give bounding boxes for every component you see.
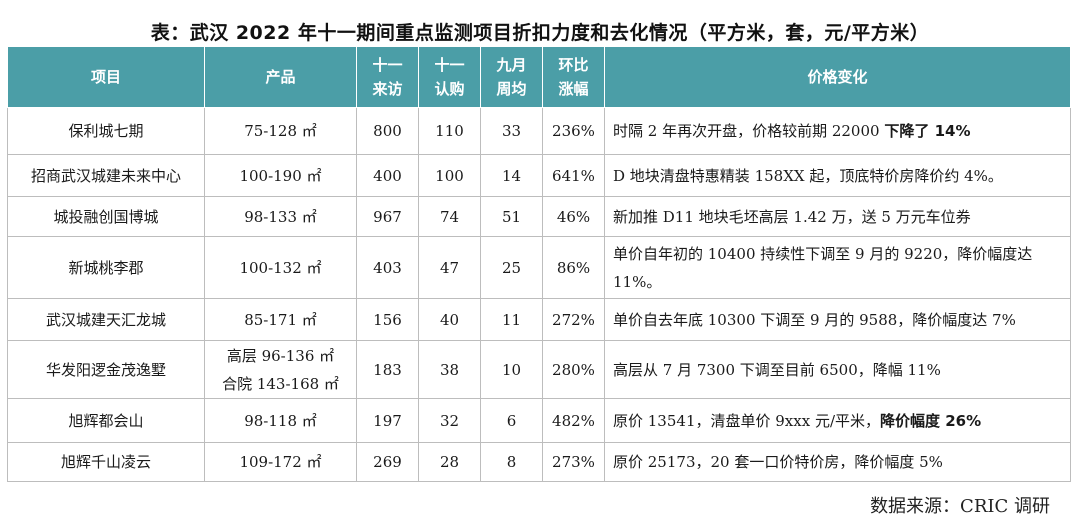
cell-product: 100-132 ㎡ [204, 236, 357, 299]
cell-visits: 156 [356, 298, 419, 341]
table-row: 旭辉都会山 98-118 ㎡ 197 32 6 482% 原价 13541，清盘单价 9xx… [7, 398, 1071, 443]
cell-product: 98-118 ㎡ [204, 398, 357, 443]
product-line: 75-128 ㎡ [244, 122, 317, 140]
cell-product: 100-190 ㎡ [204, 154, 357, 197]
cell-mom: 273% [542, 442, 605, 482]
cell-sept-weekly: 14 [480, 154, 543, 197]
cell-subscriptions: 40 [418, 298, 481, 341]
header-project: 项目 [7, 46, 205, 108]
cell-mom: 482% [542, 398, 605, 443]
cell-sept-weekly: 33 [480, 107, 543, 155]
cell-project: 城投融创国博城 [7, 196, 205, 237]
header-sept-weekly: 九月 周均 [480, 46, 543, 108]
cell-project: 武汉城建天汇龙城 [7, 298, 205, 341]
cell-project: 旭辉都会山 [7, 398, 205, 443]
price-change-highlight: 下降了 14% [884, 122, 971, 140]
cell-subscriptions: 74 [418, 196, 481, 237]
cell-sept-weekly: 25 [480, 236, 543, 299]
cell-visits: 800 [356, 107, 419, 155]
data-source: 数据来源：CRIC 调研 [870, 496, 1050, 517]
product-line: 合院 143-168 ㎡ [222, 374, 339, 393]
cell-sept-weekly: 51 [480, 196, 543, 237]
table-row: 城投融创国博城 98-133 ㎡ 967 74 51 46% 新加推 D11 地块毛坯高层 … [7, 196, 1071, 237]
price-change-text: 新加推 D11 地块毛坯高层 1.42 万，送 5 万元车位券 [613, 207, 971, 226]
cell-mom: 46% [542, 196, 605, 237]
cell-subscriptions: 100 [418, 154, 481, 197]
table-row: 武汉城建天汇龙城 85-171 ㎡ 156 40 11 272% 单价自去年底 10300 … [7, 298, 1071, 341]
cell-visits: 403 [356, 236, 419, 299]
cell-visits: 400 [356, 154, 419, 197]
cell-project: 保利城七期 [7, 107, 205, 155]
price-change-text: 原价 13541，清盘单价 9xxx 元/平米， [613, 411, 880, 430]
cell-subscriptions: 32 [418, 398, 481, 443]
header-subscriptions: 十一 认购 [418, 46, 481, 108]
price-change-text: 高层从 7 月 7300 下调至目前 6500，降幅 11% [613, 360, 941, 379]
price-change-text: 时隔 2 年再次开盘，价格较前期 22000 [613, 122, 885, 140]
cell-mom: 272% [542, 298, 605, 341]
header-visits: 十一 来访 [356, 46, 419, 108]
cell-subscriptions: 47 [418, 236, 481, 299]
header-product: 产品 [204, 46, 357, 108]
cell-project: 招商武汉城建未来中心 [7, 154, 205, 197]
table-row: 保利城七期 75-128 ㎡ 800 110 33 236% 时隔 2 年再次开盘，价格较前… [7, 107, 1071, 155]
price-change-text: 单价自年初的 10400 持续性下调至 9 月的 9220，降价幅度达 11%。 [613, 244, 1033, 291]
cell-sept-weekly: 8 [480, 442, 543, 482]
table-row: 旭辉千山凌云 109-172 ㎡ 269 28 8 273% 原价 25173，20 套一口… [7, 442, 1071, 482]
header-price-change: 价格变化 [604, 46, 1071, 108]
cell-subscriptions: 28 [418, 442, 481, 482]
cell-product: 98-133 ㎡ [204, 196, 357, 237]
cell-mom: 236% [542, 107, 605, 155]
cell-visits: 967 [356, 196, 419, 237]
price-change-text: 原价 25173，20 套一口价特价房，降价幅度 5% [613, 453, 943, 471]
table-row: 招商武汉城建未来中心 100-190 ㎡ 400 100 14 641% D 地块清盘特惠精… [7, 154, 1071, 197]
price-change-text: D 地块清盘特惠精装 158XX 起，顶底特价房降价约 4%。 [613, 166, 1003, 185]
cell-subscriptions: 38 [418, 340, 481, 399]
product-line: 109-172 ㎡ [239, 453, 322, 471]
cell-product: 109-172 ㎡ [204, 442, 357, 482]
cell-product: 75-128 ㎡ [204, 107, 357, 155]
cell-price-change: 时隔 2 年再次开盘，价格较前期 22000 下降了 14% [604, 107, 1071, 155]
cell-price-change: 原价 25173，20 套一口价特价房，降价幅度 5% [604, 442, 1071, 482]
cell-sept-weekly: 10 [480, 340, 543, 399]
product-line: 98-118 ㎡ [244, 411, 317, 430]
header-mom: 环比 涨幅 [542, 46, 605, 108]
cell-price-change: 新加推 D11 地块毛坯高层 1.42 万，送 5 万元车位券 [604, 196, 1071, 237]
cell-price-change: 原价 13541，清盘单价 9xxx 元/平米，降价幅度 26% [604, 398, 1071, 443]
project-table: 项目 产品 十一 来访 十一 认购 九月 周均 环比 涨幅 价格变化 保利城七期 75-1… [7, 46, 1071, 482]
cell-price-change: 单价自去年底 10300 下调至 9 月的 9588，降价幅度达 7% [604, 298, 1071, 341]
cell-sept-weekly: 11 [480, 298, 543, 341]
product-line: 85-171 ㎡ [244, 310, 317, 329]
product-line: 高层 96-136 ㎡ [226, 346, 335, 365]
table-title: 表：武汉 2022 年十一期间重点监测项目折扣力度和去化情况（平方米，套，元/平… [150, 22, 930, 44]
cell-subscriptions: 110 [418, 107, 481, 155]
cell-product: 85-171 ㎡ [204, 298, 357, 341]
cell-project: 华发阳逻金茂逸墅 [7, 340, 205, 399]
cell-sept-weekly: 6 [480, 398, 543, 443]
cell-price-change: 高层从 7 月 7300 下调至目前 6500，降幅 11% [604, 340, 1071, 399]
cell-project: 新城桃李郡 [7, 236, 205, 299]
cell-price-change: 单价自年初的 10400 持续性下调至 9 月的 9220，降价幅度达 11%。 [604, 236, 1071, 299]
product-line: 100-132 ㎡ [239, 258, 322, 277]
cell-visits: 183 [356, 340, 419, 399]
cell-mom: 86% [542, 236, 605, 299]
product-line: 100-190 ㎡ [239, 166, 322, 185]
cell-mom: 280% [542, 340, 605, 399]
table-row: 新城桃李郡 100-132 ㎡ 403 47 25 86% 单价自年初的 10400 持续性… [7, 236, 1071, 299]
cell-visits: 197 [356, 398, 419, 443]
header-row: 项目 产品 十一 来访 十一 认购 九月 周均 环比 涨幅 价格变化 [7, 46, 1071, 108]
cell-mom: 641% [542, 154, 605, 197]
price-change-text: 单价自去年底 10300 下调至 9 月的 9588，降价幅度达 7% [613, 310, 1016, 329]
product-line: 98-133 ㎡ [244, 207, 317, 226]
cell-project: 旭辉千山凌云 [7, 442, 205, 482]
cell-visits: 269 [356, 442, 419, 482]
cell-price-change: D 地块清盘特惠精装 158XX 起，顶底特价房降价约 4%。 [604, 154, 1071, 197]
price-change-highlight: 降价幅度 26% [880, 411, 982, 430]
